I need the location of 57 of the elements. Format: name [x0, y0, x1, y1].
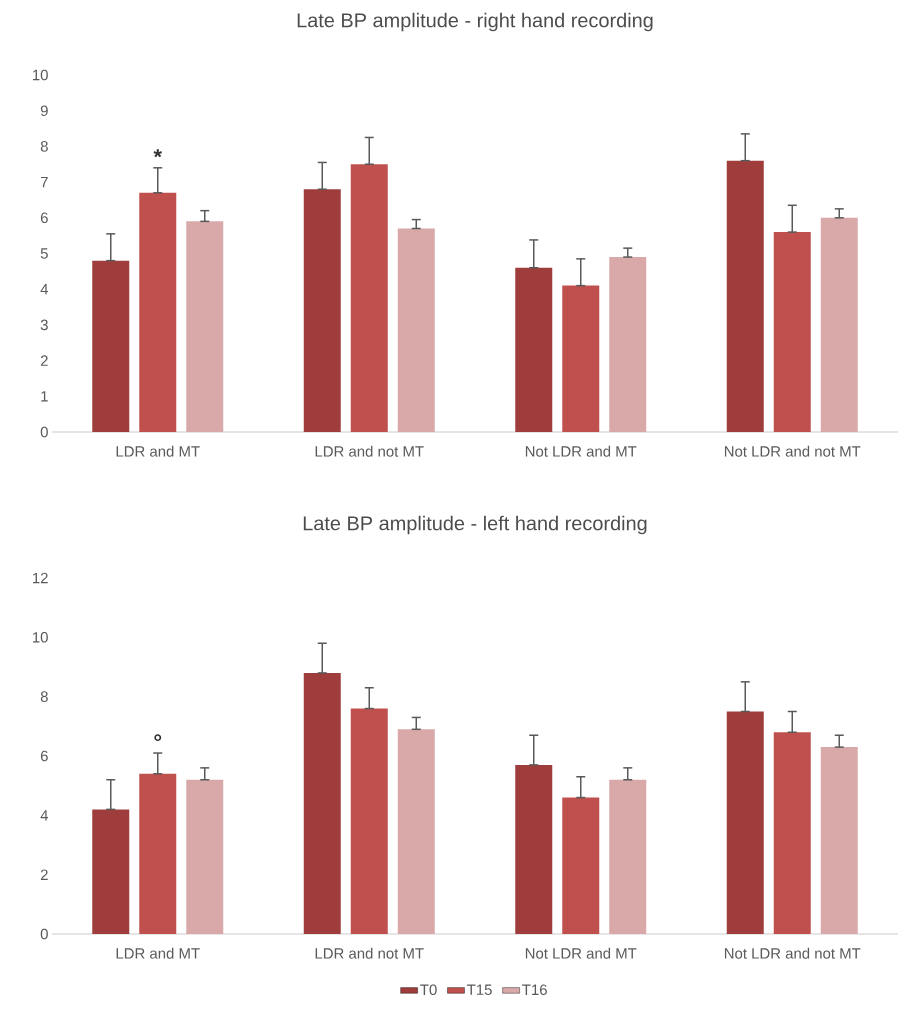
bar [773, 232, 811, 432]
y-tick-label: 8 [40, 141, 48, 152]
x-tick-label: LDR and not MT [315, 445, 424, 457]
x-tick-label: LDR and MT [116, 445, 200, 457]
y-tick-label: 1 [41, 391, 48, 402]
bar [303, 672, 341, 934]
bar [820, 217, 858, 432]
bar [773, 732, 811, 934]
bar [609, 779, 647, 934]
annotation: ° [154, 734, 162, 741]
bar [515, 267, 553, 432]
bar [139, 192, 177, 432]
bar [726, 160, 764, 432]
y-tick-label: 4 [40, 810, 49, 821]
y-tick-label: 0 [40, 928, 48, 940]
y-tick-label: 0 [40, 426, 48, 438]
bar [562, 797, 600, 934]
y-tick-label: 9 [40, 105, 48, 116]
y-tick-label: 2 [40, 355, 48, 366]
x-tick-label: Not LDR and not MT [724, 445, 861, 457]
y-tick-label: 5 [40, 248, 48, 259]
annotation: * [153, 149, 162, 158]
y-tick-label: 12 [33, 572, 48, 584]
bar [92, 260, 130, 432]
y-tick-label: 10 [33, 69, 48, 81]
bar [820, 747, 858, 934]
bar [397, 228, 435, 432]
legend-label: T0 [420, 984, 437, 996]
x-tick-label: Not LDR and MT [525, 947, 637, 959]
legend-label: T16 [522, 984, 547, 996]
y-tick-label: 7 [40, 176, 48, 188]
bar [186, 221, 224, 432]
bar [609, 257, 647, 432]
bar [515, 764, 553, 934]
x-tick-label: Not LDR and not MT [724, 947, 861, 959]
chart-title: Late BP amplitude - right hand recording [297, 12, 653, 32]
bar [92, 809, 130, 934]
chart-title: Late BP amplitude - left hand recording [303, 515, 647, 535]
x-tick-label: Not LDR and MT [525, 445, 637, 457]
bar [350, 708, 388, 934]
y-tick-label: 3 [40, 319, 48, 331]
y-tick-label: 2 [40, 869, 48, 880]
bar [397, 729, 435, 934]
bar [350, 164, 388, 432]
bar [726, 711, 764, 934]
y-tick-label: 8 [40, 691, 48, 702]
y-tick-label: 10 [33, 632, 48, 643]
legend-label: T15 [467, 984, 492, 995]
x-tick-label: LDR and not MT [315, 947, 424, 959]
y-tick-label: 6 [40, 750, 48, 762]
bar [139, 773, 177, 934]
bar [303, 189, 341, 432]
y-tick-label: 6 [40, 212, 48, 224]
bar [186, 779, 224, 934]
x-tick-label: LDR and MT [116, 947, 200, 959]
y-tick-label: 4 [40, 284, 49, 295]
bar [562, 285, 600, 432]
